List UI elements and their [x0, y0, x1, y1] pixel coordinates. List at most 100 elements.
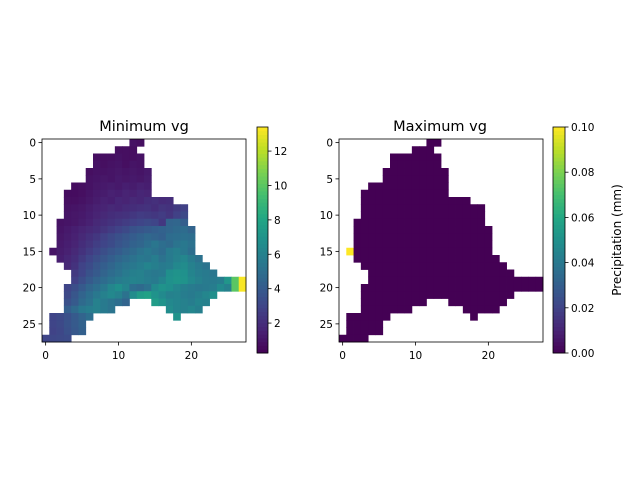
- y-tick-label: 25: [320, 319, 333, 331]
- heatmap-cell: [382, 175, 391, 183]
- colorbar-tick-label: 0.04: [571, 258, 595, 270]
- heatmap-cell: [470, 313, 478, 321]
- heatmap-cell: [353, 240, 362, 249]
- heatmap-cell: [397, 291, 405, 299]
- heatmap-cell: [382, 276, 391, 285]
- heatmap-cell: [470, 247, 478, 256]
- heatmap-cell: [506, 276, 515, 285]
- heatmap-cell: [470, 298, 478, 307]
- heatmap-cell: [93, 269, 101, 278]
- heatmap-cell: [151, 197, 159, 205]
- heatmap-cell: [158, 284, 167, 292]
- heatmap-cell: [441, 233, 449, 241]
- colorbar-tick-label: 12: [274, 146, 287, 158]
- colorbar-segment: [553, 232, 565, 237]
- heatmap-cell: [187, 305, 196, 314]
- heatmap-cell: [382, 168, 391, 176]
- heatmap-cell: [180, 269, 189, 278]
- heatmap-cell: [404, 247, 413, 256]
- heatmap-cell: [195, 276, 203, 285]
- heatmap-cell: [42, 334, 50, 343]
- heatmap-cell: [107, 233, 116, 241]
- heatmap-cell: [114, 262, 123, 270]
- heatmap-cell: [129, 146, 138, 154]
- heatmap-cell: [165, 233, 174, 241]
- heatmap-cell: [419, 298, 427, 307]
- colorbar-segment: [257, 258, 268, 264]
- heatmap-cell: [78, 269, 87, 278]
- colorbar-tick-label: 0.06: [571, 212, 595, 224]
- heatmap-cell: [114, 204, 123, 212]
- heatmap-cell: [144, 182, 152, 191]
- heatmap-cell: [107, 226, 116, 234]
- heatmap-cell: [78, 320, 87, 328]
- heatmap-cell: [85, 218, 94, 227]
- heatmap-cell: [129, 168, 138, 176]
- heatmap-cell: [107, 305, 116, 314]
- heatmap-cell: [129, 240, 138, 249]
- colorbar-segment: [257, 247, 268, 252]
- heatmap-cell: [180, 291, 189, 299]
- heatmap-cell: [499, 298, 507, 307]
- heatmap-cell: [419, 211, 427, 220]
- heatmap-cell: [375, 313, 384, 321]
- colorbar-segment: [553, 224, 565, 230]
- heatmap-cell: [56, 255, 65, 263]
- heatmap-cell: [397, 189, 405, 198]
- heatmap-cell: [165, 247, 174, 256]
- heatmap-cell: [535, 284, 544, 292]
- heatmap-cell: [114, 146, 123, 154]
- heatmap-cell: [122, 298, 130, 307]
- heatmap-cell: [375, 284, 384, 292]
- heatmap-cell: [477, 305, 486, 314]
- heatmap-cell: [107, 255, 116, 263]
- heatmap-cell: [455, 211, 464, 220]
- heatmap-cell: [49, 320, 57, 328]
- heatmap-cell: [390, 218, 398, 227]
- colorbar-segment: [553, 240, 565, 245]
- heatmap-cell: [448, 255, 456, 263]
- heatmap-cell: [397, 197, 405, 205]
- heatmap-cell: [382, 218, 391, 227]
- heatmap-cell: [173, 255, 181, 263]
- heatmap-cell: [419, 168, 427, 176]
- heatmap-cell: [484, 305, 493, 314]
- heatmap-cell: [63, 247, 72, 256]
- heatmap-cell: [85, 255, 94, 263]
- heatmap-cell: [368, 255, 376, 263]
- colorbar-segment: [257, 266, 268, 271]
- heatmap-cell: [151, 226, 159, 234]
- heatmap-cell: [173, 240, 181, 249]
- colorbar-segment: [553, 247, 565, 252]
- heatmap-cell: [63, 255, 72, 263]
- heatmap-cell: [158, 233, 167, 241]
- colorbar-segment: [553, 273, 565, 279]
- heatmap-cell: [122, 153, 130, 162]
- heatmap-cell: [107, 160, 116, 169]
- heatmap-cell: [404, 204, 413, 212]
- heatmap-cell: [455, 255, 464, 263]
- heatmap-cell: [360, 247, 369, 256]
- heatmap-cell: [144, 211, 152, 220]
- heatmap-cell: [151, 204, 159, 212]
- heatmap-cell: [411, 189, 420, 198]
- heatmap-cell: [390, 276, 398, 285]
- heatmap-cell: [93, 305, 101, 314]
- heatmap-cell: [368, 313, 376, 321]
- heatmap-cell: [63, 240, 72, 249]
- colorbar: 2 4 6 8 10 12: [256, 126, 287, 354]
- colorbar-segment: [257, 236, 268, 241]
- colorbar-segment: [257, 134, 268, 139]
- heatmap-cell: [375, 298, 384, 307]
- colorbar-segment: [553, 138, 565, 143]
- heatmap-cell: [136, 175, 145, 183]
- heatmap-cell: [114, 160, 123, 169]
- heatmap-cell: [484, 255, 493, 263]
- heatmap-cell: [484, 298, 493, 307]
- colorbar-segment: [257, 240, 268, 245]
- heatmap-cell: [136, 284, 145, 292]
- heatmap-cell: [107, 247, 116, 256]
- heatmap-cell: [462, 269, 471, 278]
- heatmap-cell: [107, 276, 116, 285]
- heatmap-cell: [470, 284, 478, 292]
